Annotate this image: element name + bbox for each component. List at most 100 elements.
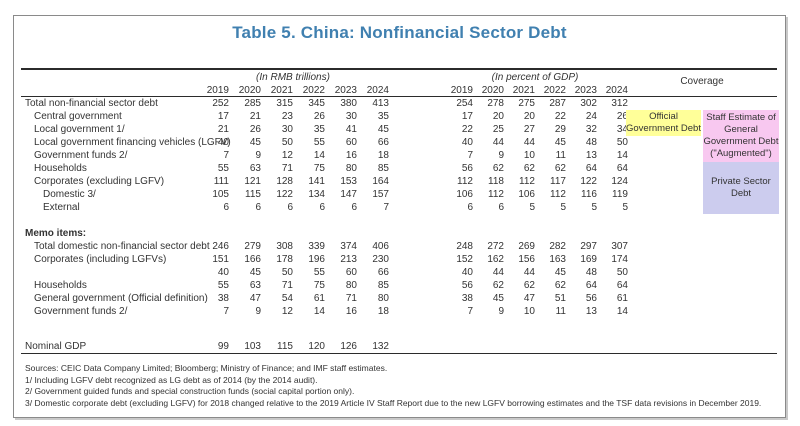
- value-cell: 56: [585, 293, 597, 304]
- value-cell: 134: [308, 189, 325, 200]
- value-cell: 156: [518, 254, 535, 265]
- year-label: 2020: [481, 84, 504, 96]
- value-cell: 9: [498, 150, 504, 161]
- value-cell: 10: [523, 306, 535, 317]
- value-cell: 282: [549, 241, 566, 252]
- group-header-rmb: (In RMB trillions): [256, 71, 330, 83]
- value-cell: 339: [308, 241, 325, 252]
- value-cell: 17: [461, 111, 473, 122]
- table-row: 40 45 50 55 60 66 40 44 44 45 48 50: [21, 266, 777, 279]
- value-cell: 308: [276, 241, 293, 252]
- value-cell: 166: [244, 254, 261, 265]
- value-cell: 35: [313, 124, 325, 135]
- value-cell: 44: [492, 267, 504, 278]
- value-cell: 61: [616, 293, 628, 304]
- value-cell: 13: [585, 150, 597, 161]
- footnote: 3/ Domestic corporate debt (excluding LG…: [25, 397, 762, 408]
- value-cell: 18: [377, 306, 389, 317]
- value-cell: 254: [456, 98, 473, 109]
- value-cell: 25: [492, 124, 504, 135]
- coverage-box-line: Official: [649, 111, 678, 122]
- value-cell: 7: [467, 150, 473, 161]
- year-label: 2021: [512, 84, 535, 96]
- coverage-box-line: ("Augmented"): [710, 148, 772, 159]
- value-cell: 248: [456, 241, 473, 252]
- value-cell: 121: [244, 176, 261, 187]
- value-cell: 40: [217, 267, 229, 278]
- table-row: Government funds 2/7 9 12 14 16 18 7 9 10 11 13 14: [21, 305, 777, 318]
- value-cell: 80: [377, 293, 389, 304]
- table-row: External 6 6 6 6 6 7 6 6 5 5 5 5: [21, 201, 777, 214]
- value-cell: 35: [377, 111, 389, 122]
- source-note: Sources: CEIC Data Company Limited; Bloo…: [25, 363, 388, 373]
- value-cell: 48: [585, 267, 597, 278]
- value-cell: 178: [276, 254, 293, 265]
- value-cell: 285: [244, 98, 261, 109]
- value-cell: 315: [276, 98, 293, 109]
- coverage-box-line: Private Sector: [711, 176, 771, 187]
- table-row: Total non-financial sector debt 252 285 315…: [21, 97, 777, 110]
- value-cell: 164: [372, 176, 389, 187]
- value-cell: 132: [372, 341, 389, 352]
- footnote: 1/ Including LGFV debt recognized as LG …: [25, 374, 318, 385]
- value-cell: 374: [340, 241, 357, 252]
- value-cell: 55: [313, 267, 325, 278]
- value-cell: 45: [249, 137, 261, 148]
- value-cell: 12: [281, 150, 293, 161]
- value-cell: 6: [351, 202, 357, 213]
- spacer-row: [21, 214, 777, 227]
- value-cell: 47: [523, 293, 535, 304]
- row-label: Memo items:: [25, 228, 87, 239]
- value-cell: 23: [281, 111, 293, 122]
- row-label: Total domestic non-financial sector debt: [34, 241, 210, 252]
- year-label: 2024: [366, 84, 389, 96]
- footnote: 2/ Government guided funds and special c…: [25, 386, 355, 396]
- value-cell: 6: [223, 202, 229, 213]
- value-cell: 62: [554, 280, 566, 291]
- value-cell: 63: [249, 163, 261, 174]
- value-cell: 6: [498, 202, 504, 213]
- row-label: Domestic 3/: [43, 189, 96, 200]
- row-label: Local government financing vehicles (LGF…: [34, 137, 231, 148]
- value-cell: 252: [212, 98, 229, 109]
- value-cell: 196: [308, 254, 325, 265]
- value-cell: 21: [217, 124, 229, 135]
- value-cell: 162: [487, 254, 504, 265]
- value-cell: 6: [287, 202, 293, 213]
- year-label: 2023: [574, 84, 597, 96]
- year-label: 2022: [302, 84, 325, 96]
- year-label: 2024: [605, 84, 628, 96]
- value-cell: 7: [223, 150, 229, 161]
- value-cell: 128: [276, 176, 293, 187]
- value-cell: 5: [529, 202, 535, 213]
- value-cell: 26: [249, 124, 261, 135]
- debt-table: (In RMB trillions) (In percent of GDP) C…: [21, 68, 779, 354]
- value-cell: 56: [461, 280, 473, 291]
- coverage-box-line: Government Debt: [626, 123, 701, 134]
- value-cell: 122: [580, 176, 597, 187]
- value-cell: 80: [345, 280, 357, 291]
- table-row: Central government 17 21 23 26 30 35 17 20 20 22 24…: [21, 110, 777, 123]
- value-cell: 122: [276, 189, 293, 200]
- value-cell: 11: [555, 306, 566, 317]
- row-label: Central government: [34, 111, 122, 122]
- value-cell: 50: [616, 267, 628, 278]
- value-cell: 7: [383, 202, 389, 213]
- value-cell: 50: [281, 137, 293, 148]
- value-cell: 66: [377, 267, 389, 278]
- value-cell: 246: [212, 241, 229, 252]
- value-cell: 269: [518, 241, 535, 252]
- value-cell: 34: [616, 124, 628, 135]
- value-cell: 312: [611, 98, 628, 109]
- value-cell: 45: [492, 293, 504, 304]
- value-cell: 13: [585, 306, 597, 317]
- footnotes: Sources: CEIC Data Company Limited; Bloo…: [25, 363, 770, 409]
- value-cell: 22: [461, 124, 473, 135]
- value-cell: 60: [345, 137, 357, 148]
- value-cell: 413: [372, 98, 389, 109]
- row-label: General government (Official definition): [34, 293, 208, 304]
- value-cell: 278: [487, 98, 504, 109]
- table-row: Corporates (including LGFVs) 151 166 178 196…: [21, 253, 777, 266]
- value-cell: 287: [549, 98, 566, 109]
- value-cell: 10: [523, 150, 535, 161]
